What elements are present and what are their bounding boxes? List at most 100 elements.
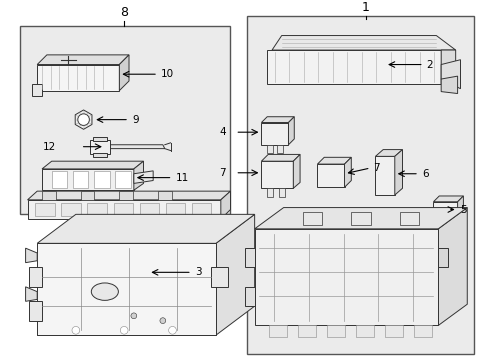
Polygon shape bbox=[350, 212, 370, 225]
Polygon shape bbox=[61, 203, 81, 216]
Polygon shape bbox=[52, 171, 67, 188]
Polygon shape bbox=[254, 208, 467, 229]
Polygon shape bbox=[216, 214, 254, 335]
Polygon shape bbox=[437, 248, 447, 267]
Polygon shape bbox=[104, 145, 164, 149]
Polygon shape bbox=[261, 154, 300, 161]
Polygon shape bbox=[288, 117, 294, 145]
Polygon shape bbox=[211, 267, 227, 287]
Polygon shape bbox=[42, 161, 143, 169]
Polygon shape bbox=[90, 140, 109, 154]
Polygon shape bbox=[303, 212, 322, 225]
Polygon shape bbox=[244, 287, 254, 306]
Polygon shape bbox=[42, 191, 56, 200]
Polygon shape bbox=[457, 196, 463, 219]
Polygon shape bbox=[266, 50, 440, 84]
Polygon shape bbox=[37, 64, 119, 91]
Polygon shape bbox=[447, 219, 453, 228]
Polygon shape bbox=[326, 325, 344, 337]
Polygon shape bbox=[440, 50, 455, 84]
Polygon shape bbox=[35, 203, 55, 216]
Polygon shape bbox=[134, 161, 143, 190]
Polygon shape bbox=[261, 117, 294, 122]
Polygon shape bbox=[254, 229, 437, 325]
Text: 3: 3 bbox=[194, 267, 201, 277]
Polygon shape bbox=[119, 191, 133, 200]
Polygon shape bbox=[93, 153, 106, 157]
Circle shape bbox=[168, 327, 176, 334]
Polygon shape bbox=[278, 188, 284, 197]
Polygon shape bbox=[134, 171, 153, 183]
Circle shape bbox=[78, 114, 89, 125]
Polygon shape bbox=[87, 203, 106, 216]
Text: 7: 7 bbox=[373, 163, 379, 173]
Polygon shape bbox=[73, 171, 88, 188]
Text: 12: 12 bbox=[43, 142, 57, 152]
Polygon shape bbox=[266, 188, 272, 197]
Polygon shape bbox=[25, 248, 37, 263]
Text: 4: 4 bbox=[219, 127, 225, 137]
Polygon shape bbox=[244, 248, 254, 267]
Text: 8: 8 bbox=[120, 6, 128, 19]
Polygon shape bbox=[436, 219, 442, 228]
Text: 1: 1 bbox=[361, 1, 369, 14]
Polygon shape bbox=[261, 161, 293, 188]
Text: 10: 10 bbox=[161, 69, 174, 79]
Polygon shape bbox=[317, 157, 350, 164]
Polygon shape bbox=[375, 156, 394, 195]
Polygon shape bbox=[115, 171, 131, 188]
Polygon shape bbox=[119, 55, 129, 91]
Polygon shape bbox=[29, 267, 42, 287]
Text: 5: 5 bbox=[460, 204, 466, 215]
Text: 9: 9 bbox=[132, 114, 138, 125]
Polygon shape bbox=[375, 150, 402, 156]
Polygon shape bbox=[37, 55, 129, 64]
Circle shape bbox=[160, 318, 165, 324]
Polygon shape bbox=[440, 60, 460, 89]
Polygon shape bbox=[355, 325, 373, 337]
Polygon shape bbox=[37, 321, 216, 335]
Polygon shape bbox=[399, 212, 418, 225]
Polygon shape bbox=[75, 110, 92, 129]
Polygon shape bbox=[113, 203, 133, 216]
Polygon shape bbox=[432, 202, 457, 219]
Polygon shape bbox=[29, 301, 42, 321]
Polygon shape bbox=[432, 196, 463, 202]
Circle shape bbox=[72, 327, 80, 334]
Polygon shape bbox=[276, 145, 282, 153]
Polygon shape bbox=[140, 203, 159, 216]
Polygon shape bbox=[271, 36, 455, 50]
Polygon shape bbox=[25, 287, 37, 301]
Circle shape bbox=[120, 327, 128, 334]
Polygon shape bbox=[261, 122, 288, 145]
Polygon shape bbox=[266, 145, 272, 153]
Polygon shape bbox=[317, 164, 344, 187]
Polygon shape bbox=[94, 171, 109, 188]
Ellipse shape bbox=[91, 283, 118, 300]
Polygon shape bbox=[32, 84, 42, 96]
Polygon shape bbox=[191, 203, 211, 216]
Polygon shape bbox=[165, 203, 184, 216]
Circle shape bbox=[131, 313, 137, 319]
Polygon shape bbox=[81, 191, 94, 200]
Polygon shape bbox=[298, 325, 315, 337]
Polygon shape bbox=[437, 208, 467, 325]
Polygon shape bbox=[221, 191, 230, 219]
Polygon shape bbox=[158, 191, 171, 200]
Bar bbox=[246, 16, 473, 355]
Polygon shape bbox=[293, 154, 300, 188]
Text: 7: 7 bbox=[219, 168, 225, 178]
Polygon shape bbox=[37, 243, 216, 335]
Polygon shape bbox=[385, 325, 402, 337]
Text: 2: 2 bbox=[426, 59, 432, 69]
Polygon shape bbox=[440, 76, 457, 94]
Polygon shape bbox=[344, 157, 350, 187]
Polygon shape bbox=[37, 214, 254, 243]
Polygon shape bbox=[413, 325, 430, 337]
Bar bbox=[20, 26, 230, 214]
Polygon shape bbox=[93, 137, 106, 141]
Polygon shape bbox=[27, 191, 230, 200]
Polygon shape bbox=[27, 200, 221, 219]
Text: 11: 11 bbox=[175, 172, 188, 183]
Text: 6: 6 bbox=[421, 169, 427, 179]
